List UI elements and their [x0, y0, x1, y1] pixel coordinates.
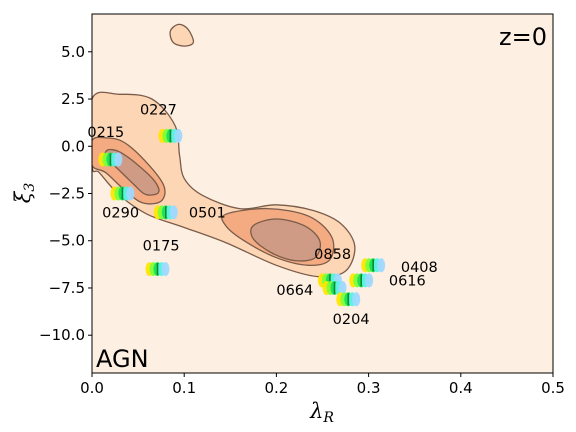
density-contours — [92, 23, 356, 278]
y-tick-label: 2.5 — [61, 90, 85, 108]
object-label-0204: 0204 — [333, 312, 370, 328]
x-tick-label: 0.3 — [357, 379, 381, 397]
y-axis-title: ξ3 — [11, 183, 38, 204]
sample-label: AGN — [96, 345, 149, 373]
y-tick-label: −7.5 — [49, 279, 85, 297]
marker-0616 — [349, 273, 374, 288]
marker-0664 — [322, 281, 347, 295]
x-axis-title: λR — [309, 399, 334, 426]
marker-0204 — [336, 292, 361, 307]
object-label-0227: 0227 — [140, 102, 177, 118]
marker-0227 — [158, 128, 183, 143]
object-label-0616: 0616 — [389, 273, 426, 289]
object-label-0175: 0175 — [143, 238, 180, 254]
object-label-0408: 0408 — [401, 260, 438, 276]
object-label-0501: 0501 — [189, 205, 226, 221]
y-tick-label: 5.0 — [61, 43, 85, 61]
y-tick-label: −10.0 — [39, 326, 85, 344]
marker-0501 — [153, 205, 178, 220]
object-label-0215: 0215 — [87, 125, 124, 141]
marker-0290 — [110, 186, 135, 201]
contour-level-3-region-2 — [250, 218, 322, 262]
y-tick-label: 0.0 — [61, 137, 85, 155]
object-label-0664: 0664 — [276, 283, 313, 299]
x-axis-ticks: 0.0 0.1 0.2 0.3 0.4 0.5 — [80, 373, 565, 397]
x-tick-label: 0.5 — [541, 379, 565, 397]
redshift-label: z=0 — [499, 23, 547, 51]
marker-0175 — [145, 262, 170, 277]
object-label-0290: 0290 — [102, 205, 139, 221]
x-tick-label: 0.4 — [449, 379, 473, 397]
y-tick-label: −2.5 — [49, 185, 85, 203]
marker-0408 — [361, 258, 386, 273]
contour-level-1-region-2 — [169, 23, 195, 47]
x-tick-label: 0.1 — [172, 379, 196, 397]
object-markers — [98, 128, 386, 307]
y-tick-label: −5.0 — [49, 232, 85, 250]
x-tick-label: 0.0 — [80, 379, 104, 397]
object-label-0858: 0858 — [314, 247, 351, 263]
y-axis-ticks: 5.0 2.5 0.0 −2.5 −5.0 −7.5 −10.0 — [39, 43, 92, 344]
x-tick-label: 0.2 — [264, 379, 288, 397]
marker-0215 — [98, 152, 123, 167]
